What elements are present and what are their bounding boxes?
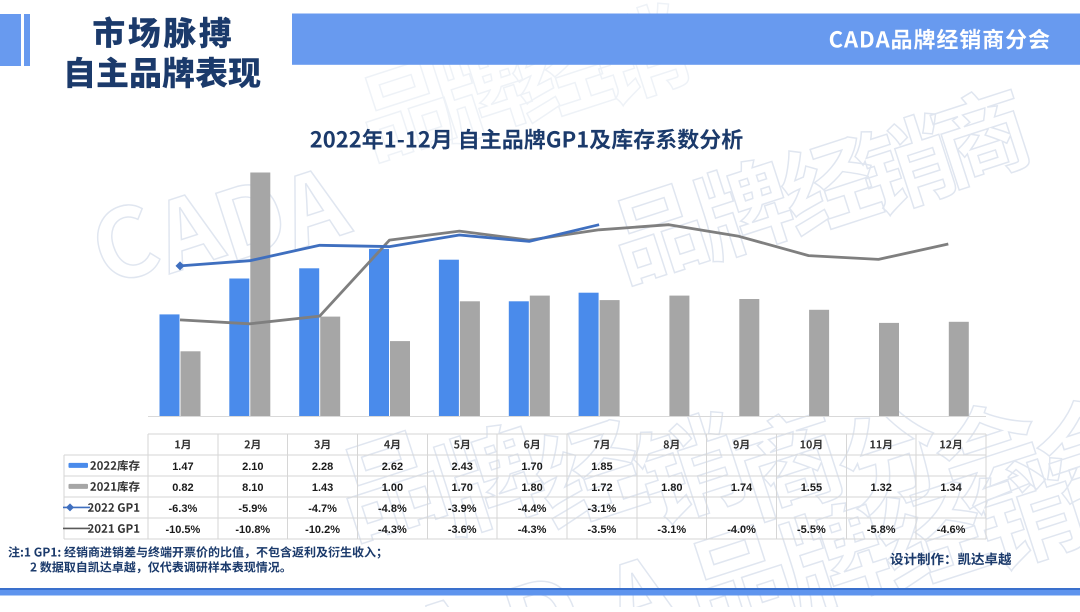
svg-text:-5.5%: -5.5% <box>797 524 826 536</box>
svg-text:0.82: 0.82 <box>172 482 193 494</box>
svg-text:1.00: 1.00 <box>382 482 403 494</box>
svg-text:1.85: 1.85 <box>591 461 612 473</box>
svg-text:1.74: 1.74 <box>731 482 753 494</box>
svg-text:-4.7%: -4.7% <box>308 503 337 515</box>
svg-text:-10.2%: -10.2% <box>305 524 340 536</box>
svg-text:-3.1%: -3.1% <box>588 503 617 515</box>
svg-text:-3.9%: -3.9% <box>448 503 477 515</box>
svg-text:2.62: 2.62 <box>382 461 403 473</box>
svg-text:-5.8%: -5.8% <box>867 524 896 536</box>
svg-text:-3.1%: -3.1% <box>657 524 686 536</box>
svg-text:2.28: 2.28 <box>312 461 333 473</box>
svg-text:1.80: 1.80 <box>661 482 682 494</box>
svg-text:-4.8%: -4.8% <box>378 503 407 515</box>
svg-text:-4.3%: -4.3% <box>518 524 547 536</box>
svg-text:-4.6%: -4.6% <box>937 524 966 536</box>
svg-text:1.72: 1.72 <box>591 482 612 494</box>
svg-text:-10.8%: -10.8% <box>235 524 270 536</box>
svg-text:1.34: 1.34 <box>940 482 962 494</box>
svg-text:-10.5%: -10.5% <box>165 524 200 536</box>
svg-text:-4.4%: -4.4% <box>518 503 547 515</box>
svg-text:1.47: 1.47 <box>172 461 193 473</box>
svg-text:1.70: 1.70 <box>451 482 472 494</box>
svg-text:-5.9%: -5.9% <box>238 503 267 515</box>
svg-text:-6.3%: -6.3% <box>169 503 198 515</box>
svg-text:-3.5%: -3.5% <box>588 524 617 536</box>
svg-text:-4.0%: -4.0% <box>727 524 756 536</box>
svg-text:1.80: 1.80 <box>521 482 542 494</box>
svg-text:-3.6%: -3.6% <box>448 524 477 536</box>
svg-text:-4.3%: -4.3% <box>378 524 407 536</box>
svg-text:1.70: 1.70 <box>521 461 542 473</box>
svg-text:2.10: 2.10 <box>242 461 263 473</box>
svg-text:2.43: 2.43 <box>451 461 472 473</box>
svg-text:8.10: 8.10 <box>242 482 263 494</box>
svg-text:1.32: 1.32 <box>870 482 891 494</box>
svg-text:1.55: 1.55 <box>801 482 822 494</box>
svg-text:1.43: 1.43 <box>312 482 333 494</box>
